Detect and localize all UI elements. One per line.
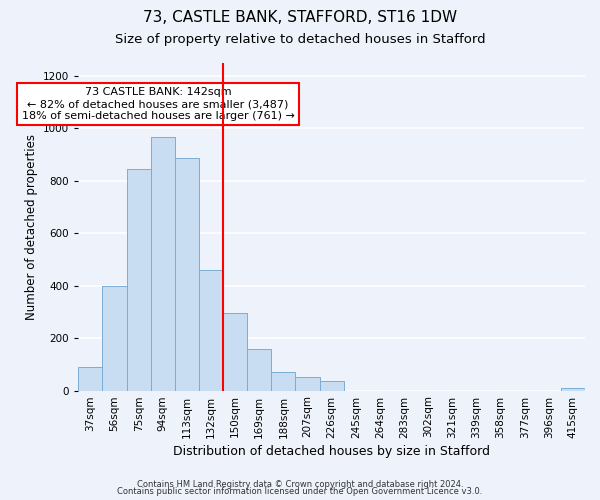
Bar xyxy=(271,372,295,390)
Bar xyxy=(561,388,585,390)
Bar xyxy=(223,313,247,390)
Bar xyxy=(320,382,344,390)
Bar xyxy=(199,270,223,390)
Bar xyxy=(295,378,320,390)
Text: Size of property relative to detached houses in Stafford: Size of property relative to detached ho… xyxy=(115,32,485,46)
Bar xyxy=(247,348,271,391)
Y-axis label: Number of detached properties: Number of detached properties xyxy=(25,134,38,320)
X-axis label: Distribution of detached houses by size in Stafford: Distribution of detached houses by size … xyxy=(173,444,490,458)
Text: 73 CASTLE BANK: 142sqm
← 82% of detached houses are smaller (3,487)
18% of semi-: 73 CASTLE BANK: 142sqm ← 82% of detached… xyxy=(22,88,295,120)
Text: Contains public sector information licensed under the Open Government Licence v3: Contains public sector information licen… xyxy=(118,488,482,496)
Text: 73, CASTLE BANK, STAFFORD, ST16 1DW: 73, CASTLE BANK, STAFFORD, ST16 1DW xyxy=(143,10,457,25)
Bar xyxy=(151,138,175,390)
Bar xyxy=(175,158,199,390)
Bar xyxy=(79,367,103,390)
Bar xyxy=(103,286,127,391)
Bar xyxy=(127,169,151,390)
Text: Contains HM Land Registry data © Crown copyright and database right 2024.: Contains HM Land Registry data © Crown c… xyxy=(137,480,463,489)
